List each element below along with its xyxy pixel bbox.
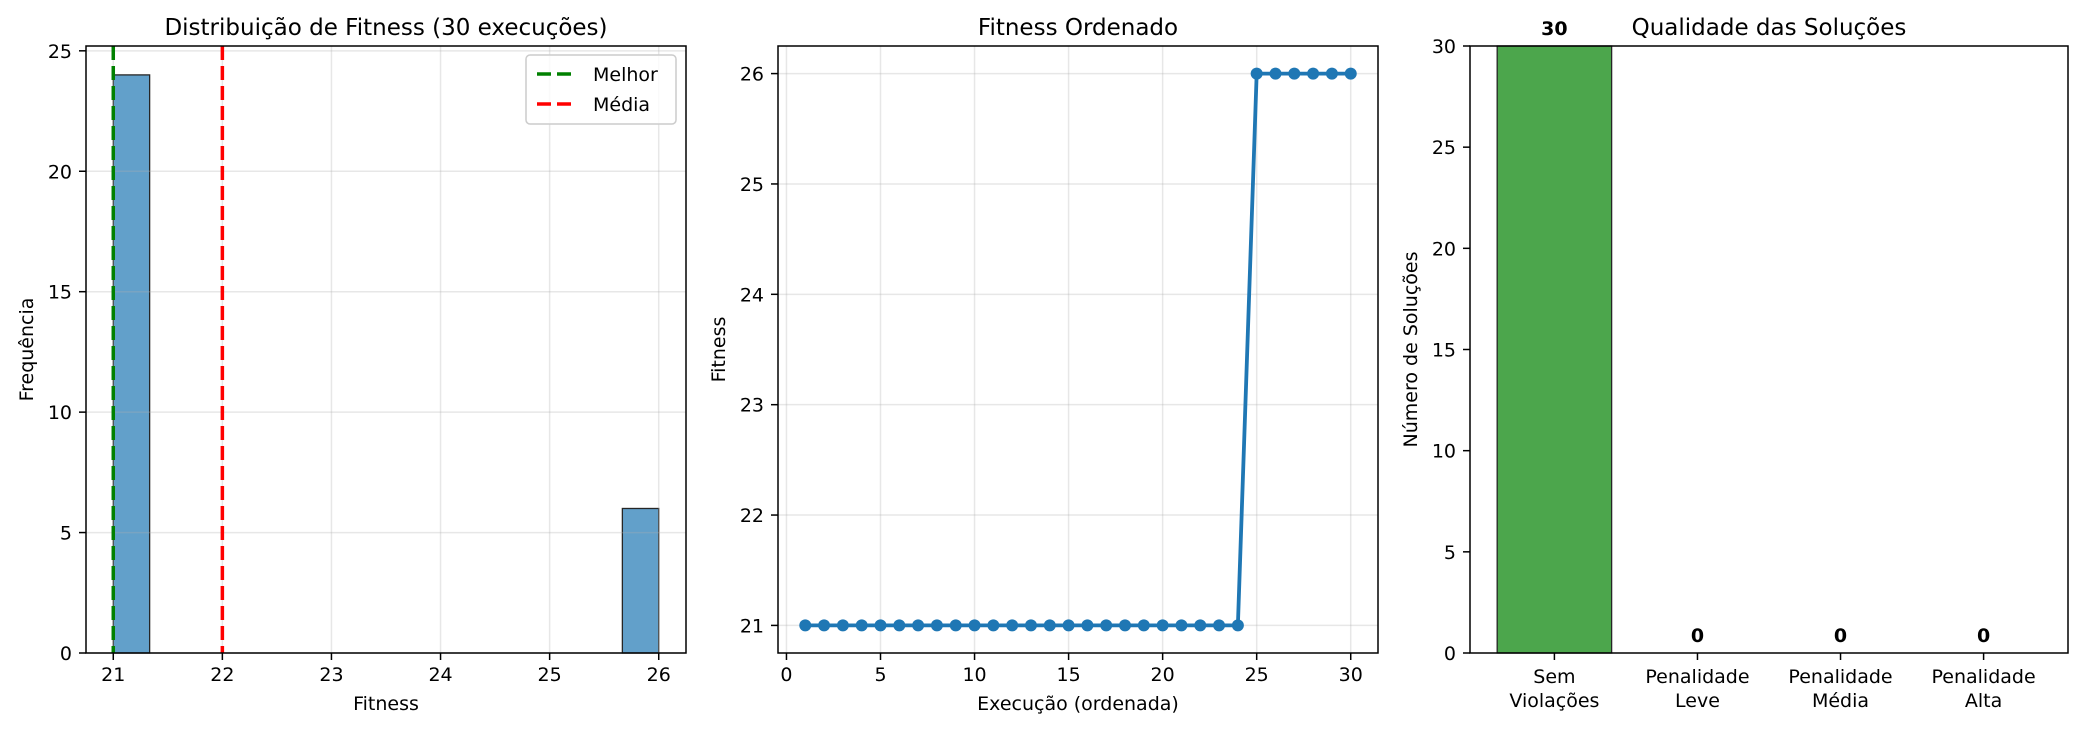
chart-1-bar <box>621 507 660 654</box>
chart-2-axes: 21 22 23 24 25 26 0 5 10 15 20 25 30 Fitness Ordenado… <box>708 15 1379 715</box>
chart-1-xtick-label: 26 <box>647 664 671 686</box>
chart-2-x-axis-label: Execução (ordenada) <box>977 693 1179 715</box>
chart-2-point <box>1307 67 1320 80</box>
chart-1-bar <box>112 74 151 654</box>
chart-1-ytick-label: 25 <box>48 41 72 63</box>
chart-2-point <box>1213 619 1226 632</box>
chart-3-bar-value-label: 30 <box>1541 18 1567 40</box>
chart-1-axes: 0 5 10 15 20 25 21 22 23 24 25 26 Distribuição de Fi… <box>16 15 687 715</box>
chart-2-y-axis-label: Fitness <box>708 317 730 383</box>
chart-3-bar-value-label: 0 <box>1977 625 1990 647</box>
chart-1-lines <box>111 46 225 653</box>
chart-3: 0 5 10 15 20 25 30 Qualidade das Soluções Número… <box>1400 15 2069 665</box>
chart-2-point <box>1024 619 1037 632</box>
chart-2-point <box>1081 619 1094 632</box>
chart-2-ytick-label: 21 <box>740 615 764 637</box>
chart-2-xtick-label: 0 <box>780 664 792 686</box>
legend-entry-label: Média <box>593 94 650 116</box>
chart-2-point <box>1062 619 1075 632</box>
chart-1-ytick-label: 0 <box>60 643 72 665</box>
chart-2-point <box>1119 619 1132 632</box>
chart-2-series-line <box>805 71 1351 628</box>
chart-2-xtick-label: 15 <box>1057 664 1081 686</box>
chart-2-ytick-label: 24 <box>740 284 764 306</box>
chart-1-ytick-label: 15 <box>48 282 72 304</box>
chart-2-point <box>799 619 812 632</box>
chart-2-point <box>1100 619 1113 632</box>
chart-2-point <box>818 619 831 632</box>
chart-2-point <box>987 619 1000 632</box>
chart-2-point <box>1325 67 1338 80</box>
chart-2-xtick-label: 30 <box>1339 664 1363 686</box>
chart-2-grid <box>778 46 1378 653</box>
chart-2: 21 22 23 24 25 26 0 5 10 15 20 25 30 Fitness Ordenado… <box>708 15 1379 715</box>
chart-1: 0 5 10 15 20 25 21 22 23 24 25 26 Distribuição de Fi… <box>16 15 687 715</box>
chart-2-point <box>1250 67 1263 80</box>
chart-3-axes: 0 5 10 15 20 25 30 Qualidade das Soluções Número… <box>1400 15 2069 665</box>
chart-2-point <box>1006 619 1019 632</box>
chart-2-ytick-label: 26 <box>740 64 764 86</box>
chart-2-point <box>1043 619 1056 632</box>
chart-1-ytick-label: 20 <box>48 161 72 183</box>
chart-1-xtick-label: 24 <box>428 664 452 686</box>
chart-2-point <box>1175 619 1188 632</box>
chart-1-ytick-label: 10 <box>48 402 72 424</box>
chart-3-title: Qualidade das Soluções <box>1632 15 1907 41</box>
chart-2-point <box>1288 67 1301 80</box>
chart-3-ytick-label: 25 <box>1432 137 1456 159</box>
chart-3-ytick-label: 0 <box>1444 643 1456 665</box>
chart-1-plot-frame <box>85 45 687 654</box>
chart-2-point <box>949 619 962 632</box>
chart-2-title: Fitness Ordenado <box>978 15 1178 41</box>
chart-1-bars <box>112 74 660 654</box>
chart-2-point <box>912 619 925 632</box>
chart-2-point <box>1156 619 1169 632</box>
chart-3-ytick-label: 10 <box>1432 441 1456 463</box>
chart-2-lines <box>799 67 1357 632</box>
chart-1-xtick-label: 22 <box>210 664 234 686</box>
chart-2-xtick-label: 5 <box>874 664 886 686</box>
chart-2-plot-frame <box>777 45 1379 654</box>
chart-3-ytick-label: 30 <box>1432 36 1456 58</box>
chart-3-ytick-label: 15 <box>1432 340 1456 362</box>
chart-2-point <box>968 619 981 632</box>
chart-1-xtick-label: 25 <box>538 664 562 686</box>
chart-3-bars <box>1496 45 1613 654</box>
chart-3-plot-frame <box>1469 45 2069 654</box>
chart-1-ytick-label: 5 <box>60 523 72 545</box>
chart-3-ytick-label: 5 <box>1444 542 1456 564</box>
chart-2-xtick-label: 10 <box>962 664 986 686</box>
chart-2-point <box>1269 67 1282 80</box>
chart-1-xtick-label: 23 <box>319 664 343 686</box>
chart-2-point <box>874 619 887 632</box>
chart-2-point <box>836 619 849 632</box>
chart-2-ytick-label: 22 <box>740 505 764 527</box>
chart-2-ytick-label: 25 <box>740 174 764 196</box>
chart-1-grid <box>86 46 686 654</box>
chart-2-xtick-label: 20 <box>1151 664 1175 686</box>
chart-3-bar <box>1496 45 1613 654</box>
chart-2-point <box>1194 619 1207 632</box>
legend-entry-label: Melhor <box>593 64 658 86</box>
chart-2-point <box>930 619 943 632</box>
chart-3-y-axis-label: Número de Soluções <box>1400 252 1422 448</box>
chart-1-legend: Melhor Média <box>525 54 677 125</box>
chart-3-ytick-label: 20 <box>1432 238 1456 260</box>
chart-2-point <box>1344 67 1357 80</box>
chart-1-xtick-label: 21 <box>101 664 125 686</box>
chart-2-point <box>855 619 868 632</box>
chart-2-ytick-label: 23 <box>740 395 764 417</box>
chart-2-point <box>893 619 906 632</box>
chart-2-point <box>1137 619 1150 632</box>
chart-3-bar-value-label: 0 <box>1691 625 1704 647</box>
chart-3-bar-value-label: 0 <box>1834 625 1847 647</box>
chart-2-point <box>1231 619 1244 632</box>
chart-2-xtick-label: 25 <box>1245 664 1269 686</box>
chart-1-x-axis-label: Fitness <box>353 693 419 715</box>
chart-1-y-axis-label: Frequência <box>16 298 38 402</box>
chart-1-title: Distribuição de Fitness (30 execuções) <box>164 15 607 41</box>
